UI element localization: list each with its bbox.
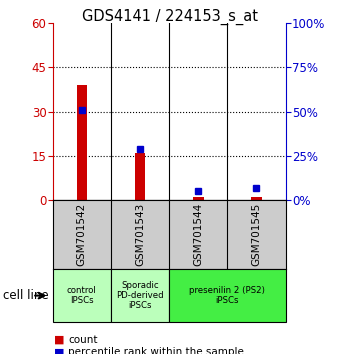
Bar — [53, 269, 111, 322]
Text: GSM701544: GSM701544 — [193, 203, 203, 266]
Text: GDS4141 / 224153_s_at: GDS4141 / 224153_s_at — [82, 9, 258, 25]
Text: presenilin 2 (PS2)
iPSCs: presenilin 2 (PS2) iPSCs — [189, 286, 265, 305]
Text: ■: ■ — [54, 347, 65, 354]
Text: cell line: cell line — [3, 289, 49, 302]
Text: GSM701545: GSM701545 — [252, 203, 261, 266]
Text: ■: ■ — [54, 335, 65, 345]
Bar — [193, 197, 204, 200]
Text: control
IPSCs: control IPSCs — [67, 286, 97, 305]
Text: GSM701543: GSM701543 — [135, 203, 145, 266]
Text: Sporadic
PD-derived
iPSCs: Sporadic PD-derived iPSCs — [116, 281, 164, 310]
Bar — [111, 269, 169, 322]
Text: percentile rank within the sample: percentile rank within the sample — [68, 347, 244, 354]
Bar — [135, 153, 145, 200]
Bar — [76, 85, 87, 200]
Bar — [251, 197, 262, 200]
Text: count: count — [68, 335, 98, 345]
Bar — [169, 269, 286, 322]
Text: GSM701542: GSM701542 — [77, 203, 87, 266]
